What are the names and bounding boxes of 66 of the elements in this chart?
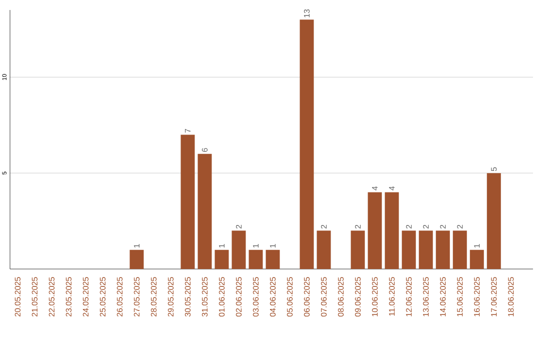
x-tick-label: 09.06.2025 [354, 277, 361, 317]
x-tick-label: 12.06.2025 [406, 277, 412, 316]
bar [248, 250, 263, 269]
data-label: 1 [474, 244, 480, 248]
x-tick-label: 14.06.2025 [440, 277, 446, 316]
x-tick-label: 20.05.2025 [14, 277, 20, 316]
data-label: 1 [134, 244, 140, 248]
x-tick-label: 11.06.2025 [389, 277, 395, 316]
x-tick-label: 03.06.2025 [252, 277, 259, 317]
data-label: 13 [304, 9, 310, 18]
x-tick-label: 17.06.2025 [491, 277, 497, 316]
x-tick-label: 26.05.2025 [116, 277, 123, 316]
bar [266, 250, 280, 269]
data-label: 4 [372, 186, 378, 190]
data-label: 6 [202, 148, 208, 152]
bar [486, 173, 501, 269]
bar [180, 134, 195, 269]
x-tick-label: 05.06.2025 [286, 277, 293, 317]
x-tick-label: 06.06.2025 [304, 277, 310, 317]
data-label: 1 [219, 244, 225, 248]
x-tick-label: 16.06.2025 [474, 277, 480, 316]
bar [452, 230, 467, 269]
bar [368, 192, 382, 269]
data-label: 2 [423, 224, 429, 229]
bar [300, 20, 314, 269]
data-label: 2 [355, 224, 361, 229]
x-tick-label: 22.05.2025 [48, 277, 55, 316]
x-tick-label: 24.05.2025 [82, 277, 89, 316]
x-tick-label: 30.05.2025 [184, 277, 191, 317]
x-tick-label: 08.06.2025 [338, 277, 344, 317]
bar [384, 192, 399, 269]
data-label: 7 [184, 128, 190, 133]
x-tick-label: 29.05.2025 [168, 277, 174, 316]
x-tick-label: 18.06.2025 [508, 277, 514, 316]
data-label: 2 [440, 224, 446, 229]
data-label: 5 [491, 167, 497, 172]
data-label: 2 [457, 224, 463, 229]
x-tick-label: 04.06.2025 [270, 277, 276, 317]
bar [214, 250, 229, 269]
x-tick-label: 15.06.2025 [457, 277, 463, 316]
bar [316, 230, 331, 269]
data-label: 1 [270, 244, 276, 248]
data-label: 2 [236, 224, 242, 229]
bar [232, 230, 246, 269]
x-tick-label: 23.05.2025 [66, 277, 72, 316]
x-tick-label: 10.06.2025 [372, 277, 378, 316]
x-tick-label: 25.05.2025 [100, 277, 106, 316]
bar [470, 250, 484, 269]
x-tick-label: 28.05.2025 [150, 277, 157, 316]
data-label: 1 [253, 244, 259, 248]
data-label: 2 [406, 224, 412, 229]
data-label: 2 [321, 224, 327, 229]
x-tick-label: 02.06.2025 [236, 277, 242, 317]
bar [436, 230, 450, 269]
data-label: 4 [389, 186, 395, 190]
x-tick-label: 07.06.2025 [320, 277, 327, 317]
x-tick-label: 21.05.2025 [32, 277, 38, 316]
bar [350, 230, 365, 269]
bar [198, 154, 212, 269]
bar [130, 250, 144, 269]
x-tick-label: 31.05.2025 [202, 277, 208, 317]
x-tick-label: 27.05.2025 [134, 277, 140, 316]
bar [418, 230, 433, 269]
x-tick-label: 13.06.2025 [423, 277, 429, 316]
bar [402, 230, 416, 269]
x-tick-label: 01.06.2025 [218, 277, 225, 317]
